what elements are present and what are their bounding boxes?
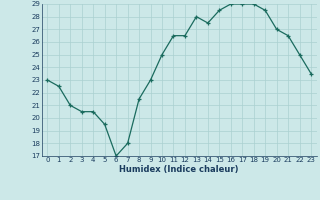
X-axis label: Humidex (Indice chaleur): Humidex (Indice chaleur): [119, 165, 239, 174]
